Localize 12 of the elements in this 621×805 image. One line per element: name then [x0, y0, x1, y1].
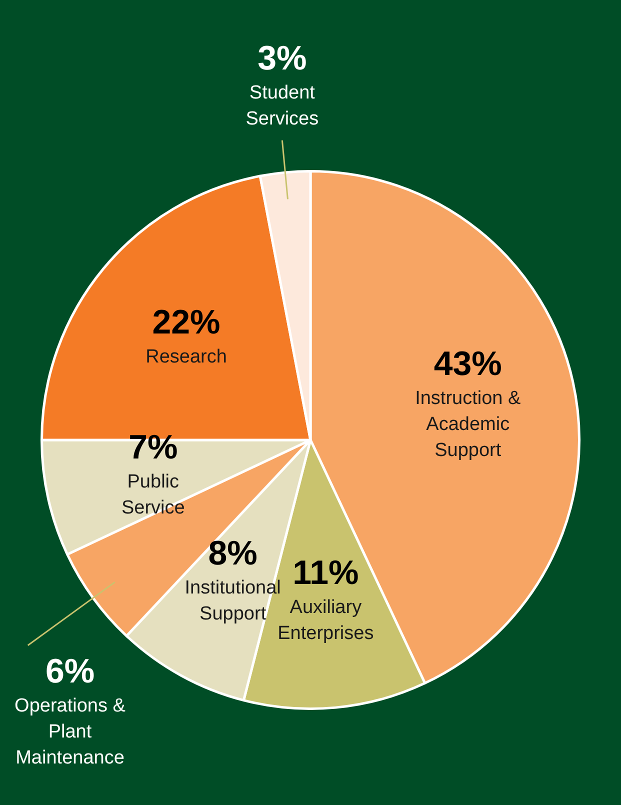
slice-label: Instruction & Academic Support [415, 388, 521, 462]
data-label: 8% [208, 534, 258, 573]
data-label: 3% [258, 40, 307, 78]
data-label: 6% [45, 652, 95, 691]
data-label: 7% [128, 428, 178, 467]
slice-label: Operations & Plant Maintenance [14, 696, 126, 769]
slice-label: Public Service [121, 471, 185, 518]
slice-label: Research [146, 346, 227, 368]
slice-label: Student Services [246, 82, 319, 130]
data-label: 43% [434, 345, 502, 384]
data-label: 22% [152, 304, 220, 342]
data-label: 11% [292, 554, 359, 592]
